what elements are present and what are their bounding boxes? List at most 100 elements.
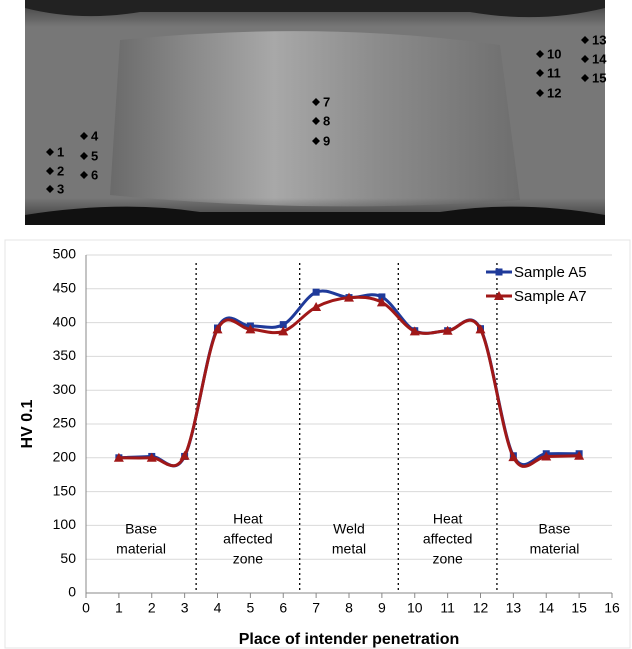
y-tick-label: 250 (53, 415, 77, 431)
region-label: affected (423, 531, 473, 547)
point-label: 11 (547, 65, 561, 80)
marker (378, 293, 386, 301)
region-label: Base (125, 521, 157, 537)
x-tick-label: 5 (246, 600, 254, 616)
point-label: 7 (323, 94, 330, 109)
marker (311, 302, 322, 312)
marker (146, 452, 157, 462)
x-tick-label: 1 (115, 600, 123, 616)
region-label: zone (432, 551, 463, 567)
region-label: Heat (433, 511, 463, 527)
y-tick-label: 500 (53, 246, 77, 262)
point-marker (312, 98, 320, 106)
point-label: 6 (91, 167, 98, 182)
point-marker (536, 50, 544, 58)
x-axis-label: Place of intender penetration (239, 631, 459, 648)
region-label: Weld (333, 521, 365, 537)
point-marker (80, 152, 88, 160)
point-label: 10 (547, 46, 561, 61)
point-marker (46, 148, 54, 156)
y-axis-label: HV 0.1 (19, 399, 36, 448)
point-label: 1 (57, 144, 64, 159)
x-tick-label: 6 (279, 600, 287, 616)
marker (442, 325, 453, 335)
y-tick-label: 200 (53, 449, 77, 465)
x-tick-label: 11 (440, 600, 455, 616)
region-label: Base (539, 521, 571, 537)
x-tick-label: 3 (181, 600, 189, 616)
marker (113, 452, 124, 462)
x-tick-label: 7 (312, 600, 320, 616)
marker (495, 268, 503, 276)
point-marker (46, 185, 54, 193)
x-tick-label: 8 (345, 600, 353, 616)
point-marker (46, 167, 54, 175)
point-label: 14 (592, 51, 607, 66)
chart: HV 0.1 Place of intender penetration 050… (4, 239, 631, 649)
y-tick-label: 450 (53, 280, 77, 296)
y-tick-label: 350 (53, 347, 77, 363)
x-tick-label: 0 (82, 600, 90, 616)
y-tick-label: 50 (60, 550, 76, 566)
chart-frame (4, 239, 631, 649)
x-tick-label: 9 (378, 600, 386, 616)
x-tick-label: 14 (538, 600, 554, 616)
photo-dark-edge (25, 0, 605, 18)
x-tick-label: 12 (473, 600, 489, 616)
point-label: 15 (592, 70, 606, 85)
marker (376, 297, 387, 307)
point-marker (312, 117, 320, 125)
marker (344, 292, 354, 302)
point-marker (581, 74, 589, 82)
marker (541, 451, 552, 461)
point-marker (312, 137, 320, 145)
photo-edge-shade (25, 0, 605, 225)
region-label: material (116, 541, 166, 557)
point-marker (581, 36, 589, 44)
marker (279, 321, 287, 329)
point-marker (581, 55, 589, 63)
x-tick-label: 2 (148, 600, 156, 616)
point-marker (80, 171, 88, 179)
marker (409, 326, 420, 336)
x-tick-label: 16 (604, 600, 620, 616)
x-tick-label: 15 (571, 600, 587, 616)
point-marker (536, 89, 544, 97)
point-label: 9 (323, 133, 330, 148)
y-tick-label: 0 (68, 584, 76, 600)
x-tick-label: 4 (214, 600, 222, 616)
point-marker (536, 69, 544, 77)
marker (494, 291, 504, 300)
photo-dark-edge (25, 206, 605, 225)
region-label: Heat (233, 511, 263, 527)
point-label: 12 (547, 85, 561, 100)
x-tick-label: 10 (407, 600, 423, 616)
region-label: zone (233, 551, 264, 567)
marker (245, 324, 256, 334)
y-tick-label: 300 (53, 381, 77, 397)
marker (312, 288, 320, 296)
region-label: affected (223, 531, 273, 547)
y-tick-label: 400 (53, 313, 77, 329)
point-label: 5 (91, 148, 98, 163)
marker (475, 324, 486, 334)
marker (574, 450, 585, 460)
point-marker (80, 132, 88, 140)
marker (278, 326, 289, 336)
x-tick-label: 13 (506, 600, 522, 616)
marker (508, 452, 519, 462)
series-line (118, 289, 580, 468)
point-label: 13 (592, 32, 606, 47)
legend-label: Sample A7 (514, 288, 587, 305)
y-tick-label: 150 (53, 482, 77, 498)
point-label: 2 (57, 163, 64, 178)
marker (179, 450, 190, 460)
point-label: 4 (91, 128, 99, 143)
point-label: 3 (57, 181, 64, 196)
y-tick-label: 100 (53, 516, 77, 532)
region-label: material (530, 541, 580, 557)
region-label: metal (332, 541, 366, 557)
